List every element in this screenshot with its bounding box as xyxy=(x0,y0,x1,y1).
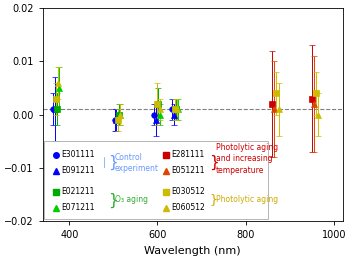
Text: }: } xyxy=(210,155,219,170)
Text: }: } xyxy=(108,155,118,170)
Text: E030512: E030512 xyxy=(172,187,205,197)
Text: Control
experiment: Control experiment xyxy=(115,153,159,173)
Text: }: } xyxy=(108,192,118,207)
Text: Photolytic aging: Photolytic aging xyxy=(216,196,278,204)
X-axis label: Wavelength (nm): Wavelength (nm) xyxy=(144,246,241,256)
Text: }: } xyxy=(210,193,218,206)
Text: Photolytic aging
and increasing
temperature: Photolytic aging and increasing temperat… xyxy=(216,143,278,174)
Text: E301111: E301111 xyxy=(61,150,95,159)
Text: E060512: E060512 xyxy=(172,203,205,212)
Text: E281111: E281111 xyxy=(172,150,205,159)
Text: E091211: E091211 xyxy=(61,166,95,175)
Text: O₃ aging: O₃ aging xyxy=(115,196,148,204)
Text: E051211: E051211 xyxy=(172,166,205,175)
Text: E021211: E021211 xyxy=(61,187,95,197)
Text: E071211: E071211 xyxy=(61,203,95,212)
FancyBboxPatch shape xyxy=(44,141,268,219)
